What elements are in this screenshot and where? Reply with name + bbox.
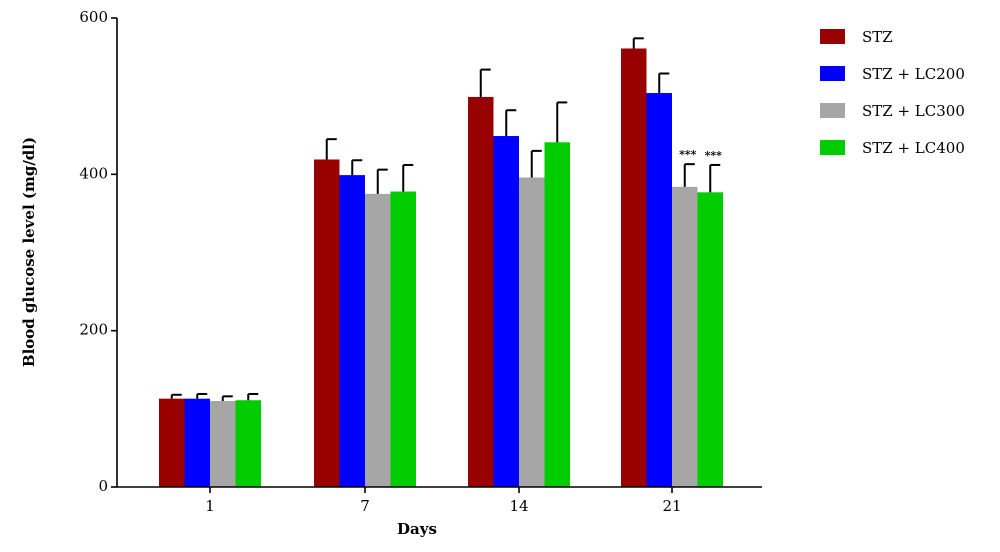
bars-layer: *** *** bbox=[159, 37, 723, 488]
x-tick-label: 7 bbox=[360, 497, 370, 515]
bar-day-7-series-2 bbox=[339, 175, 365, 488]
significance-label: *** bbox=[705, 149, 723, 162]
bar-day-21-series-1 bbox=[621, 48, 647, 488]
y-tick-label: 400 bbox=[79, 164, 108, 182]
legend-swatch-series-3 bbox=[820, 103, 845, 118]
x-tick-label: 14 bbox=[509, 497, 528, 515]
bar-day-21-series-2 bbox=[646, 93, 672, 487]
bar-day-21-series-4 bbox=[697, 192, 723, 488]
y-tick-label: 600 bbox=[79, 8, 108, 26]
x-tick-label: 21 bbox=[662, 497, 681, 515]
legend-label-series-1: STZ bbox=[862, 28, 893, 46]
bar-day-1-series-1 bbox=[159, 398, 185, 487]
bar-day-21-series-3 bbox=[672, 186, 698, 487]
legend-swatch-series-2 bbox=[820, 66, 845, 81]
bar-day-14-series-2 bbox=[493, 136, 519, 487]
bar-day-7-series-3 bbox=[365, 193, 391, 487]
bar-day-14-series-4 bbox=[544, 142, 570, 487]
x-tick-label: 1 bbox=[205, 497, 215, 515]
y-tick-label: 200 bbox=[79, 321, 108, 339]
bar-day-1-series-3 bbox=[210, 401, 236, 487]
axes-layer bbox=[116, 18, 762, 488]
legend-label-series-3: STZ + LC300 bbox=[862, 102, 965, 120]
legend-label-series-4: STZ + LC400 bbox=[862, 139, 965, 157]
y-axis-title: Blood glucose level (mg/dl) bbox=[20, 137, 38, 367]
bar-day-7-series-1 bbox=[314, 159, 340, 487]
significance-label: *** bbox=[679, 148, 697, 161]
bar-day-14-series-3 bbox=[519, 177, 545, 487]
legend-label-series-2: STZ + LC200 bbox=[862, 65, 965, 83]
legend: STZ STZ + LC200 STZ + LC300 STZ + LC400 bbox=[820, 28, 965, 157]
legend-swatch-series-1 bbox=[820, 29, 845, 44]
legend-swatch-series-4 bbox=[820, 140, 845, 155]
ticks-layer: 0 200 400 600 1 7 14 21 bbox=[79, 8, 681, 515]
bar-day-1-series-4 bbox=[235, 400, 261, 487]
y-tick-label: 0 bbox=[98, 477, 108, 495]
x-axis-title: Days bbox=[397, 520, 437, 538]
bar-day-1-series-2 bbox=[184, 398, 210, 487]
bar-day-7-series-4 bbox=[390, 191, 416, 487]
bar-day-14-series-1 bbox=[468, 96, 494, 487]
